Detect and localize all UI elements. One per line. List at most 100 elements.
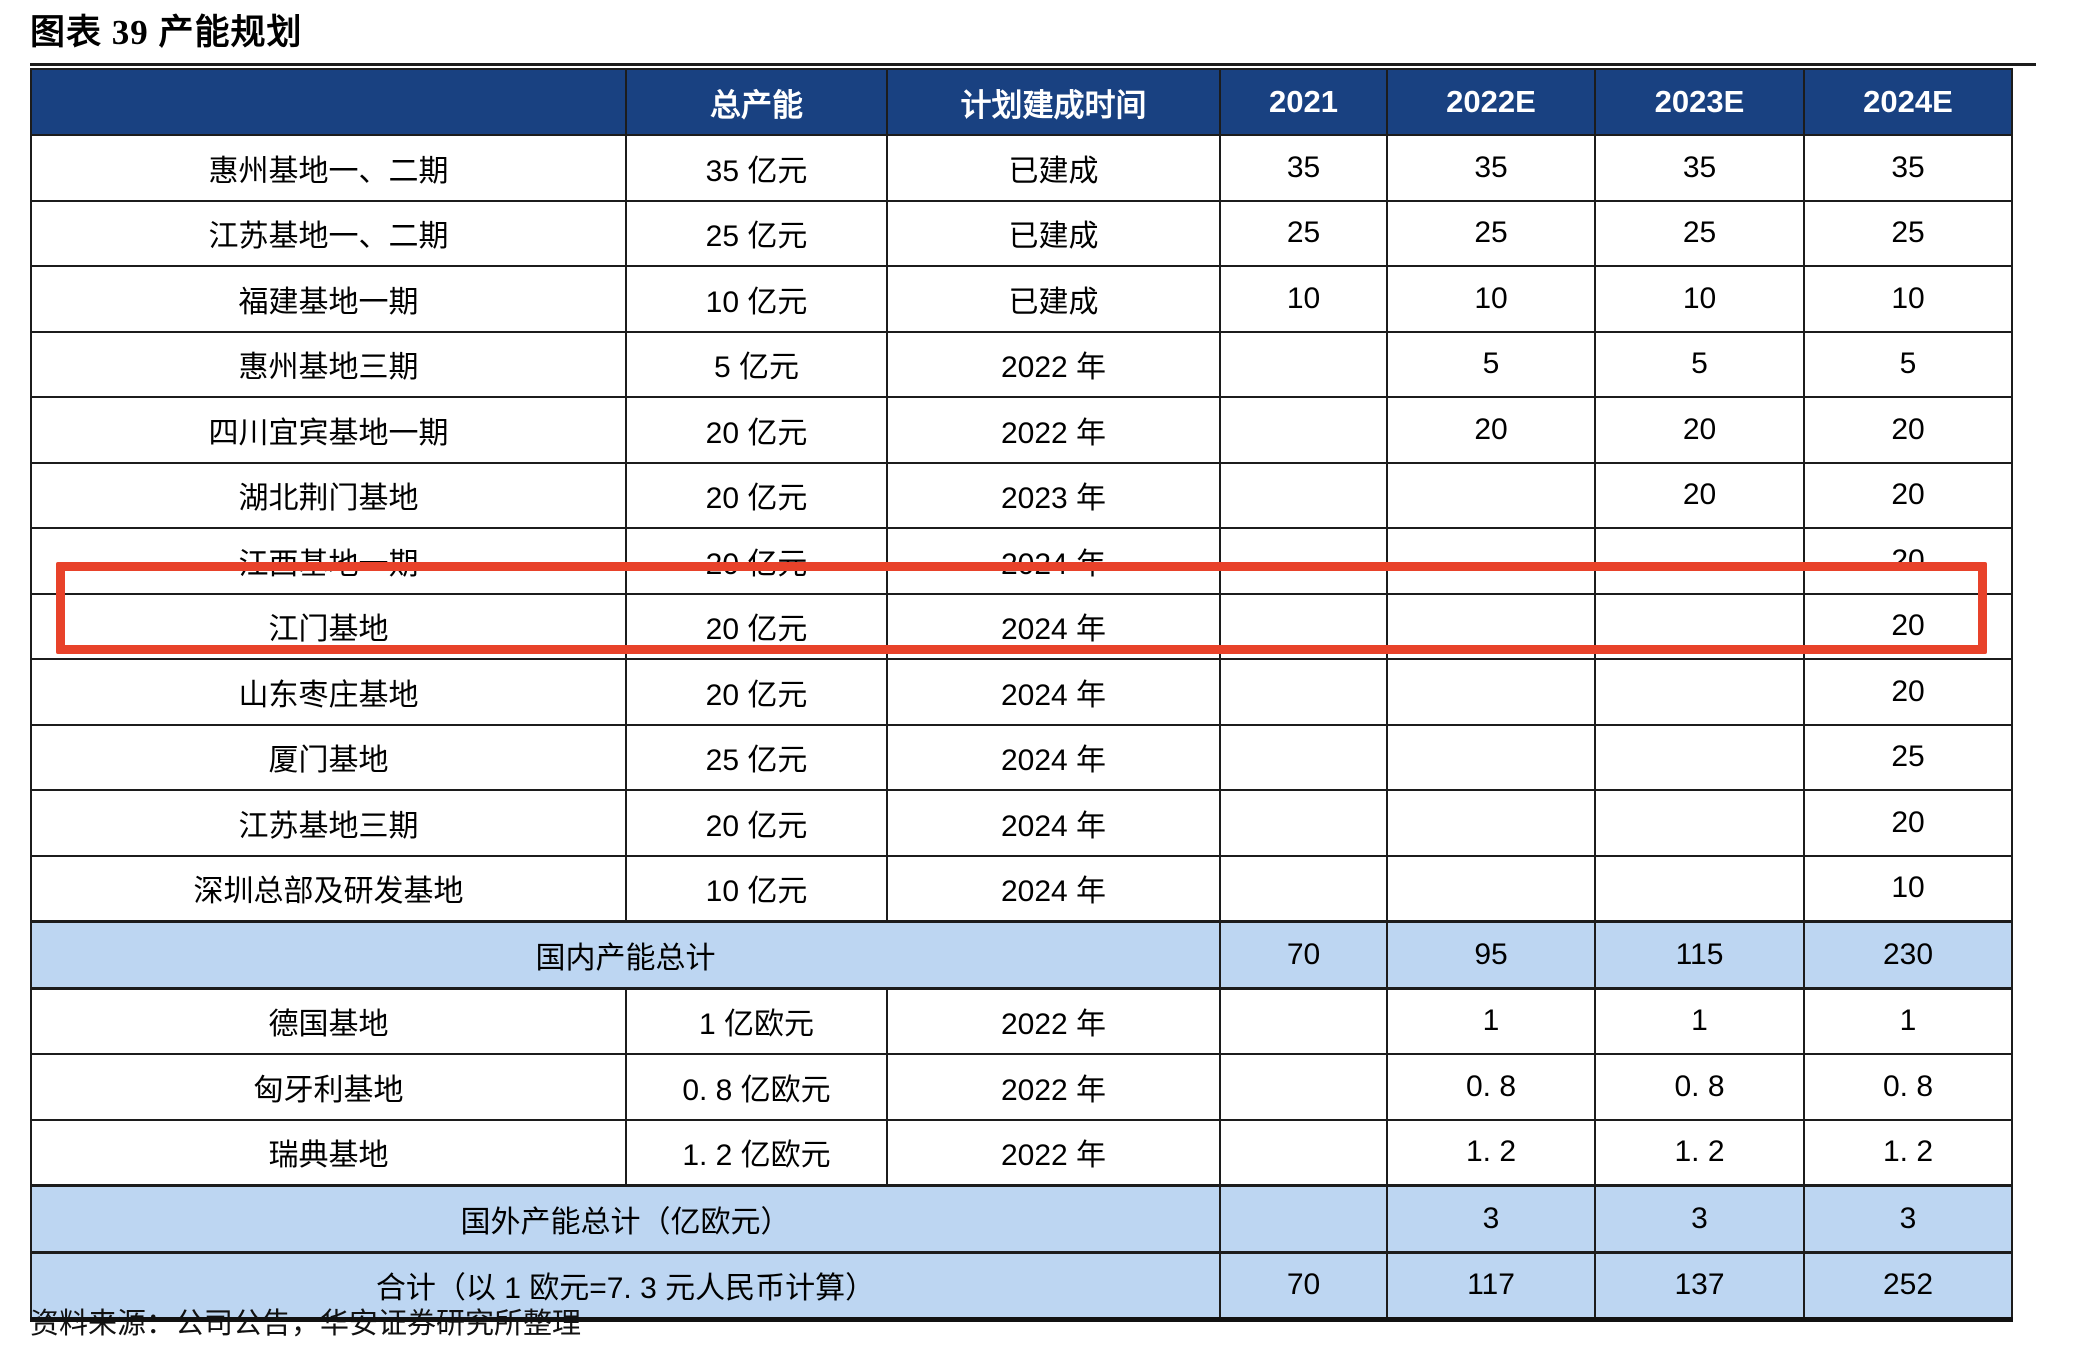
table-row: 深圳总部及研发基地 10 亿元 2024 年 10 bbox=[30, 854, 2013, 923]
summary-label-cell: 国外产能总计（亿欧元） bbox=[30, 1184, 1221, 1254]
cell-time: 已建成 bbox=[886, 134, 1221, 202]
cell-2023e bbox=[1594, 854, 1805, 923]
header-cell-base bbox=[30, 68, 627, 136]
cell-2021 bbox=[1219, 658, 1388, 726]
cell-2023e: 20 bbox=[1594, 461, 1805, 529]
cell-2021 bbox=[1219, 1053, 1388, 1121]
cell-time: 已建成 bbox=[886, 265, 1221, 333]
cell-2022e: 10 bbox=[1386, 265, 1596, 333]
table-row: 江苏基地三期 20 亿元 2024 年 20 bbox=[30, 789, 2013, 857]
cell-2021 bbox=[1219, 854, 1388, 923]
cell-2023e: 1. 2 bbox=[1594, 1118, 1805, 1187]
cell-time: 2024 年 bbox=[886, 854, 1221, 923]
cell-time: 2024 年 bbox=[886, 527, 1221, 595]
cell-2023e bbox=[1594, 658, 1805, 726]
cell-time: 已建成 bbox=[886, 199, 1221, 267]
cell-2022e bbox=[1386, 854, 1596, 923]
cell-capacity: 35 亿元 bbox=[625, 134, 888, 202]
cell-2024e: 20 bbox=[1803, 658, 2013, 726]
cell-2023e: 0. 8 bbox=[1594, 1053, 1805, 1121]
cell-2022e bbox=[1386, 461, 1596, 529]
cell-capacity: 20 亿元 bbox=[625, 396, 888, 464]
cell-time: 2024 年 bbox=[886, 723, 1221, 791]
cell-capacity: 25 亿元 bbox=[625, 723, 888, 791]
cell-base-name: 湖北荆门基地 bbox=[30, 461, 627, 529]
cell-2024e: 0. 8 bbox=[1803, 1053, 2013, 1121]
cell-2022e bbox=[1386, 723, 1596, 791]
summary-label-cell: 合计（以 1 欧元=7. 3 元人民币计算） bbox=[30, 1250, 1221, 1321]
cell-capacity: 5 亿元 bbox=[625, 330, 888, 398]
cell-time: 2022 年 bbox=[886, 330, 1221, 398]
cell-2022e bbox=[1386, 658, 1596, 726]
table-row: 福建基地一期 10 亿元 已建成 10 10 10 10 bbox=[30, 265, 2013, 333]
cell-capacity: 20 亿元 bbox=[625, 592, 888, 660]
cell-2022e bbox=[1386, 592, 1596, 660]
cell-2023e: 35 bbox=[1594, 134, 1805, 202]
cell-2022e: 20 bbox=[1386, 396, 1596, 464]
cell-base-name: 德国基地 bbox=[30, 987, 627, 1055]
cell-capacity: 10 亿元 bbox=[625, 854, 888, 923]
summary-row: 国内产能总计 70 95 115 230 bbox=[30, 920, 2013, 990]
cell-2024e: 20 bbox=[1803, 527, 2013, 595]
table-row: 惠州基地一、二期 35 亿元 已建成 35 35 35 35 bbox=[30, 134, 2013, 202]
source-note: 资料来源：公司公告，华安证券研究所整理 bbox=[30, 1308, 582, 1340]
table-row: 四川宜宾基地一期 20 亿元 2022 年 20 20 20 bbox=[30, 396, 2013, 464]
cell-base-name: 江苏基地一、二期 bbox=[30, 199, 627, 267]
cell-base-name: 匈牙利基地 bbox=[30, 1053, 627, 1121]
cell-base-name: 江西基地一期 bbox=[30, 527, 627, 595]
cell-2023e bbox=[1594, 592, 1805, 660]
table-row: 江西基地一期 20 亿元 2024 年 20 bbox=[30, 527, 2013, 595]
cell-2024e: 3 bbox=[1803, 1184, 2013, 1254]
cell-2023e: 10 bbox=[1594, 265, 1805, 333]
cell-2024e: 230 bbox=[1803, 920, 2013, 990]
cell-capacity: 20 亿元 bbox=[625, 461, 888, 529]
cell-2021 bbox=[1219, 396, 1388, 464]
cell-base-name: 福建基地一期 bbox=[30, 265, 627, 333]
header-cell-2023e: 2023E bbox=[1594, 68, 1805, 136]
cell-2021: 25 bbox=[1219, 199, 1388, 267]
cell-2024e: 20 bbox=[1803, 396, 2013, 464]
cell-base-name: 厦门基地 bbox=[30, 723, 627, 791]
table-row: 瑞典基地 1. 2 亿欧元 2022 年 1. 2 1. 2 1. 2 bbox=[30, 1118, 2013, 1187]
cell-2023e: 20 bbox=[1594, 396, 1805, 464]
table-body: 惠州基地一、二期 35 亿元 已建成 35 35 35 35 江苏基地一、二期 25 亿元 已建成… bbox=[30, 134, 2013, 1321]
cell-2022e: 117 bbox=[1386, 1250, 1596, 1321]
summary-row: 合计（以 1 欧元=7. 3 元人民币计算） 70 117 137 252 bbox=[30, 1250, 2013, 1321]
cell-2023e: 115 bbox=[1594, 920, 1805, 990]
cell-2022e: 3 bbox=[1386, 1184, 1596, 1254]
table-top-rule bbox=[30, 63, 2036, 66]
cell-2022e: 35 bbox=[1386, 134, 1596, 202]
summary-label-cell: 国内产能总计 bbox=[30, 920, 1221, 990]
cell-time: 2022 年 bbox=[886, 1118, 1221, 1187]
cell-time: 2023 年 bbox=[886, 461, 1221, 529]
cell-capacity: 0. 8 亿欧元 bbox=[625, 1053, 888, 1121]
cell-2021: 70 bbox=[1219, 920, 1388, 990]
cell-2021 bbox=[1219, 330, 1388, 398]
cell-2022e: 95 bbox=[1386, 920, 1596, 990]
cell-capacity: 10 亿元 bbox=[625, 265, 888, 333]
cell-2024e: 252 bbox=[1803, 1250, 2013, 1321]
cell-2024e: 20 bbox=[1803, 789, 2013, 857]
cell-capacity: 20 亿元 bbox=[625, 789, 888, 857]
cell-2023e: 25 bbox=[1594, 199, 1805, 267]
cell-2024e: 1 bbox=[1803, 987, 2013, 1055]
cell-2021 bbox=[1219, 723, 1388, 791]
cell-capacity: 1. 2 亿欧元 bbox=[625, 1118, 888, 1187]
cell-2024e: 25 bbox=[1803, 199, 2013, 267]
cell-2024e: 20 bbox=[1803, 461, 2013, 529]
cell-2021 bbox=[1219, 592, 1388, 660]
figure-title: 图表 39 产能规划 bbox=[30, 13, 303, 52]
cell-2021 bbox=[1219, 1118, 1388, 1187]
cell-2022e: 0. 8 bbox=[1386, 1053, 1596, 1121]
cell-time: 2024 年 bbox=[886, 658, 1221, 726]
cell-capacity: 1 亿欧元 bbox=[625, 987, 888, 1055]
cell-2023e: 137 bbox=[1594, 1250, 1805, 1321]
cell-2021: 70 bbox=[1219, 1250, 1388, 1321]
cell-2023e: 3 bbox=[1594, 1184, 1805, 1254]
table-row: 湖北荆门基地 20 亿元 2023 年 20 20 bbox=[30, 461, 2013, 529]
header-row: 总产能 计划建成时间 2021 2022E 2023E 2024E bbox=[30, 68, 2013, 136]
cell-2022e: 25 bbox=[1386, 199, 1596, 267]
